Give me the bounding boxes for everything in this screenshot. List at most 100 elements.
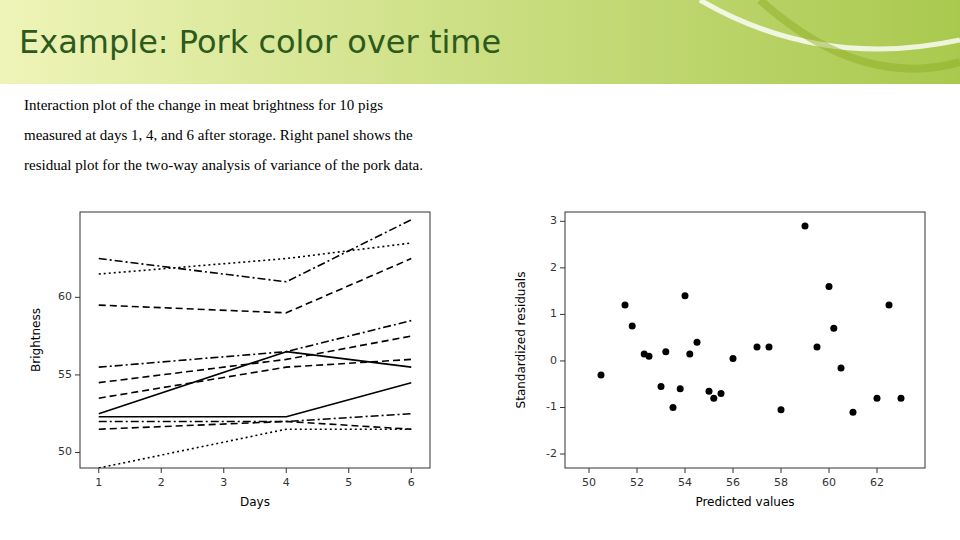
data-line (99, 321, 412, 368)
data-line (99, 429, 412, 468)
y-tick-label: -1 (546, 400, 557, 413)
plot-marks (99, 220, 412, 468)
data-point (622, 302, 629, 309)
data-line (99, 220, 412, 282)
data-line (99, 243, 412, 274)
data-line (99, 336, 412, 383)
subtitle: residual plot for the two-way analysis o… (24, 157, 423, 173)
x-axis-label: Predicted values (695, 495, 794, 509)
y-tick-label: 55 (58, 368, 72, 381)
x-tick (286, 468, 287, 473)
plot-frame (80, 212, 430, 468)
data-point (694, 339, 701, 346)
y-tick-label: 50 (58, 445, 72, 458)
y-tick-label: 1 (550, 307, 557, 320)
y-axis-label: Brightness (29, 308, 43, 372)
x-tick (685, 468, 686, 473)
x-tick (637, 468, 638, 473)
data-line (99, 359, 412, 398)
x-axis-label: Days (240, 495, 270, 509)
data-point (677, 385, 684, 392)
x-tick-label: 1 (95, 476, 102, 489)
subtitle: measured at days 1, 4, and 6 after stora… (24, 127, 413, 143)
data-point (730, 355, 737, 362)
data-point (766, 343, 773, 350)
y-tick (560, 314, 565, 315)
y-tick (560, 221, 565, 222)
data-line (99, 421, 412, 429)
data-point (629, 323, 636, 330)
x-tick-label: 52 (630, 476, 644, 489)
x-tick (781, 468, 782, 473)
plot-frame (565, 212, 925, 468)
x-tick (733, 468, 734, 473)
data-point (658, 383, 665, 390)
y-tick (560, 267, 565, 268)
x-tick (161, 468, 162, 473)
x-tick (411, 468, 412, 473)
data-point (850, 409, 857, 416)
y-tick-label: 0 (550, 354, 557, 367)
data-point (646, 353, 653, 360)
y-tick (75, 374, 80, 375)
x-tick-label: 5 (345, 476, 352, 489)
plot-marks (598, 222, 905, 415)
x-tick-label: 60 (822, 476, 836, 489)
data-point (838, 364, 845, 371)
subtitle: Interaction plot of the change in meat b… (24, 97, 383, 113)
data-point (874, 395, 881, 402)
data-point (886, 302, 893, 309)
y-tick (560, 360, 565, 361)
y-tick (75, 297, 80, 298)
x-tick-label: 54 (678, 476, 692, 489)
x-tick (348, 468, 349, 473)
data-point (826, 283, 833, 290)
data-point (802, 222, 809, 229)
y-tick-label: 3 (550, 214, 557, 227)
x-tick-label: 6 (408, 476, 415, 489)
y-tick-label: 2 (550, 261, 557, 274)
x-tick (589, 468, 590, 473)
data-point (754, 343, 761, 350)
data-point (718, 390, 725, 397)
y-tick (75, 452, 80, 453)
title: Example: Pork color over time (19, 23, 501, 61)
data-line (99, 352, 412, 414)
x-tick-label: 50 (582, 476, 596, 489)
x-tick (98, 468, 99, 473)
y-tick (560, 407, 565, 408)
x-tick-label: 2 (158, 476, 165, 489)
data-point (710, 395, 717, 402)
data-point (814, 343, 821, 350)
header-wave (760, 0, 960, 69)
data-point (686, 350, 693, 357)
header-band (0, 0, 960, 84)
y-tick-label: 60 (58, 290, 72, 303)
data-point (898, 395, 905, 402)
data-line (99, 414, 412, 422)
data-point (830, 325, 837, 332)
data-point (598, 371, 605, 378)
data-point (670, 404, 677, 411)
y-tick (560, 454, 565, 455)
x-tick-label: 3 (220, 476, 227, 489)
data-line (99, 259, 412, 313)
data-point (778, 406, 785, 413)
panel: 1 2 3 4 5 6 50 55 60 Days Brightness (29, 212, 430, 509)
x-tick (877, 468, 878, 473)
data-line (99, 383, 412, 417)
header-wave (700, 0, 960, 49)
x-tick (223, 468, 224, 473)
panel: 50 52 54 56 58 60 62 -2 -1 0 1 2 3 Predicted values St… (514, 212, 925, 509)
y-tick-label: -2 (546, 447, 557, 460)
x-tick-label: 62 (870, 476, 884, 489)
x-tick-label: 56 (726, 476, 740, 489)
x-tick (829, 468, 830, 473)
data-point (662, 348, 669, 355)
chart-canvas: Example: Pork color over time Interaction… (0, 0, 960, 540)
y-axis-label: Standardized residuals (514, 272, 528, 409)
data-point (682, 292, 689, 299)
x-tick-label: 58 (774, 476, 788, 489)
data-point (706, 388, 713, 395)
x-tick-label: 4 (283, 476, 290, 489)
